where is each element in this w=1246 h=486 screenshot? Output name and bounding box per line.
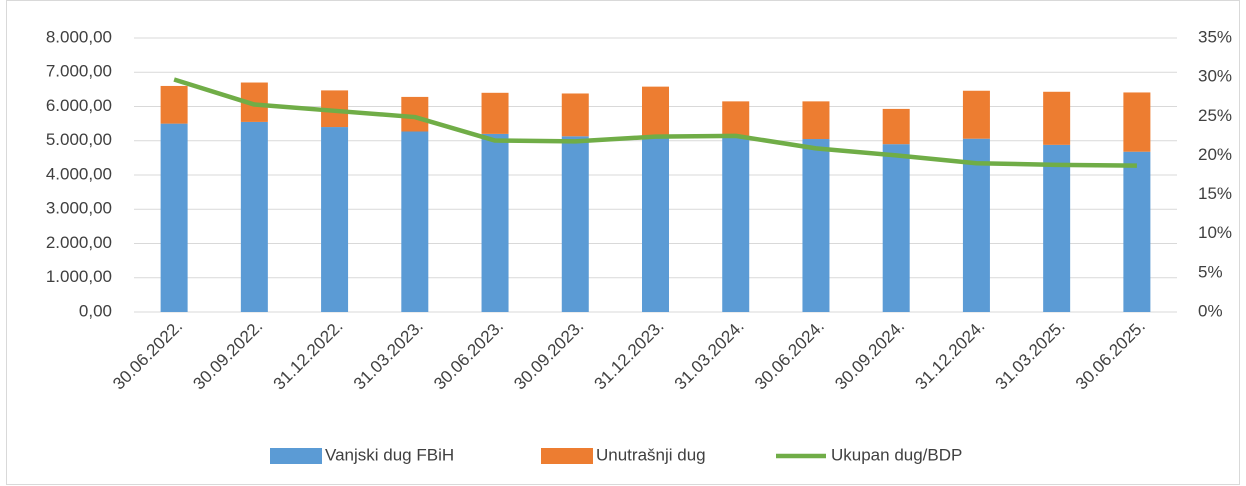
y2-tick-label: 0% xyxy=(1198,301,1223,320)
bar xyxy=(321,127,349,312)
bar xyxy=(962,90,990,139)
bar xyxy=(160,123,188,312)
legend-label: Ukupan dug/BDP xyxy=(831,445,962,464)
y2-tick-label: 30% xyxy=(1198,67,1232,86)
y-tick-label: 5.000,00 xyxy=(46,130,112,149)
bar xyxy=(1123,92,1151,152)
bar xyxy=(962,138,990,312)
legend-swatch xyxy=(541,448,593,464)
y2-tick-label: 10% xyxy=(1198,223,1232,242)
line xyxy=(173,77,1137,168)
bar xyxy=(722,101,750,136)
bar xyxy=(481,133,509,312)
bar xyxy=(481,92,509,134)
bar xyxy=(642,137,669,312)
legend-label: Unutrašnji dug xyxy=(596,445,706,464)
y-tick-label: 2.000,00 xyxy=(46,233,112,252)
bar xyxy=(561,93,589,137)
y-tick-label: 8.000,00 xyxy=(46,27,112,46)
y2-tick-label: 5% xyxy=(1198,262,1223,281)
y2-tick-label: 20% xyxy=(1198,145,1232,164)
y2-tick-label: 25% xyxy=(1198,106,1232,125)
y-tick-label: 6.000,00 xyxy=(46,96,112,115)
bar xyxy=(401,131,429,312)
y2-tick-label: 35% xyxy=(1198,27,1232,46)
bar xyxy=(882,108,910,145)
y2-tick-label: 15% xyxy=(1198,184,1232,203)
bar xyxy=(1043,91,1071,145)
bar xyxy=(882,144,910,312)
bar xyxy=(1123,151,1151,312)
y-tick-label: 4.000,00 xyxy=(46,164,112,183)
legend-label: Vanjski dug FBiH xyxy=(325,445,454,464)
y-tick-label: 1.000,00 xyxy=(46,267,112,286)
y-tick-label: 7.000,00 xyxy=(46,62,112,81)
y-tick-label: 3.000,00 xyxy=(46,199,112,218)
bar xyxy=(802,139,830,312)
bar xyxy=(561,136,589,312)
legend-swatch xyxy=(270,448,322,464)
bar xyxy=(642,86,669,138)
bar xyxy=(1043,144,1071,312)
bar xyxy=(802,101,830,140)
bar xyxy=(240,121,268,312)
bar xyxy=(160,85,188,124)
y-tick-label: 0,00 xyxy=(79,301,112,320)
bar xyxy=(722,135,750,312)
chart-frame xyxy=(6,0,1240,485)
